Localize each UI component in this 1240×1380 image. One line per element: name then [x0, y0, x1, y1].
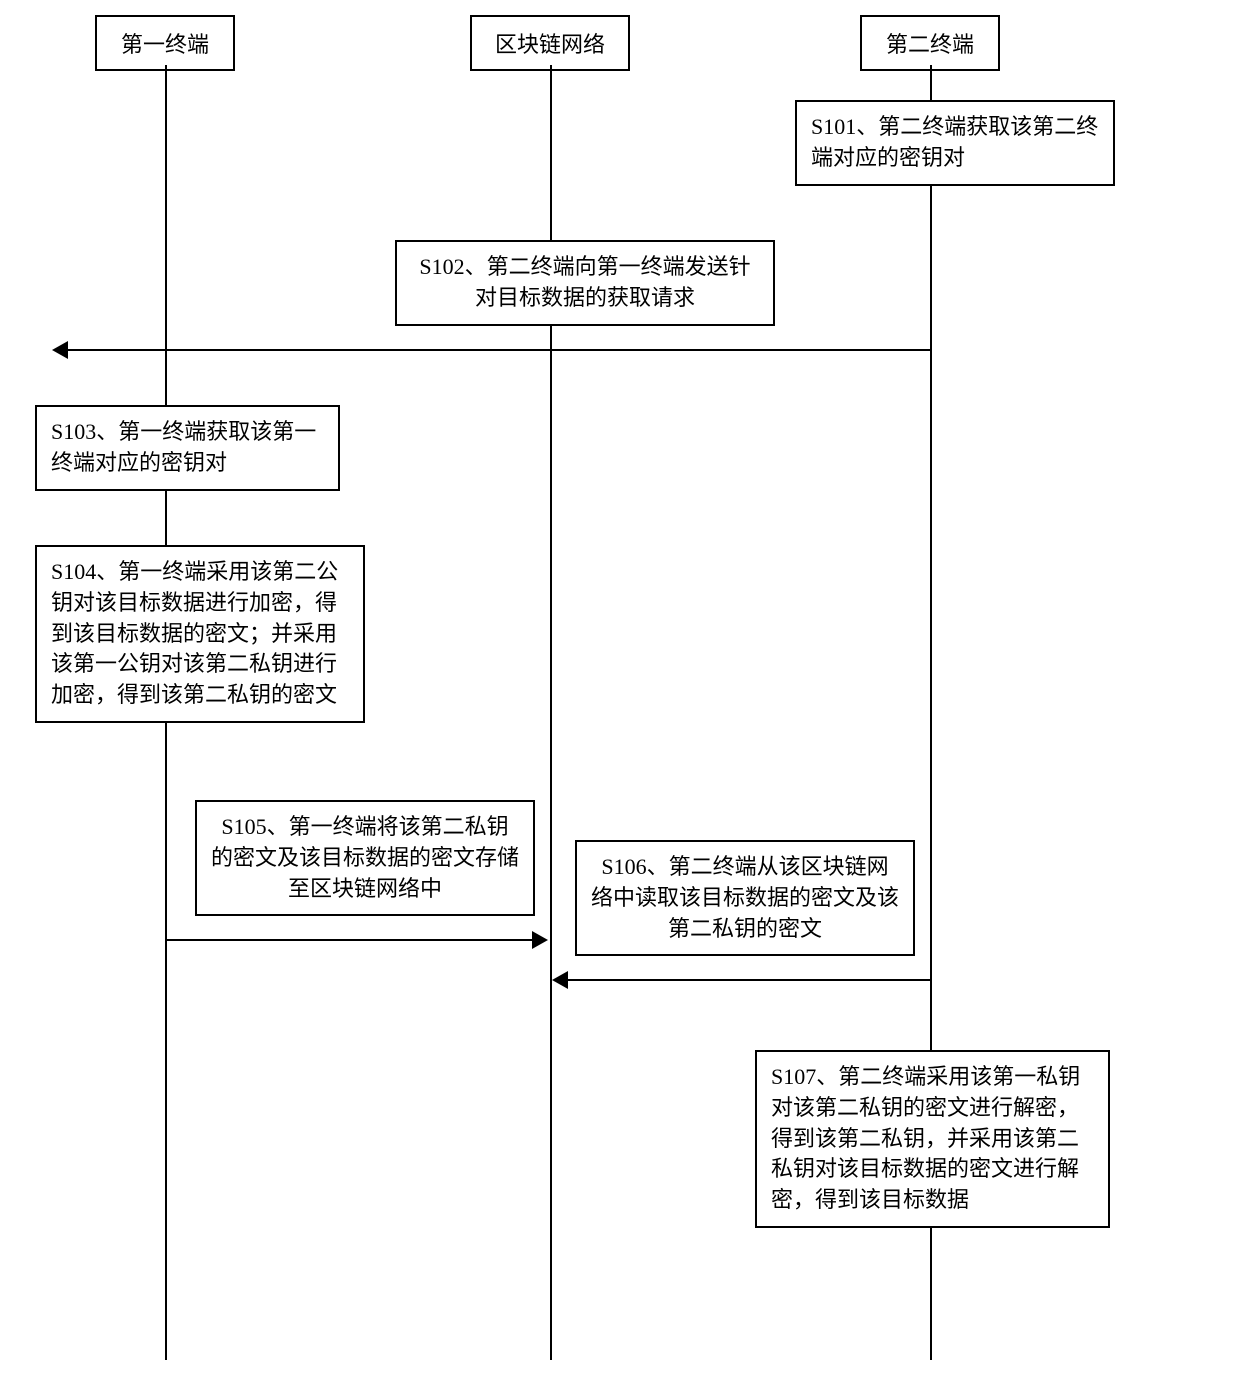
step-box-s105: S105、第一终端将该第二私钥的密文及该目标数据的密文存储至区块链网络中 — [195, 800, 535, 916]
step-box-s104: S104、第一终端采用该第二公钥对该目标数据进行加密，得到该目标数据的密文；并采… — [35, 545, 365, 723]
step-label: S104、第一终端采用该第二公钥对该目标数据进行加密，得到该目标数据的密文；并采… — [51, 559, 338, 707]
lifeline-header-terminal1: 第一终端 — [95, 15, 235, 71]
arrow-s102 — [68, 349, 930, 351]
step-box-s101: S101、第二终端获取该第二终端对应的密钥对 — [795, 100, 1115, 186]
arrow-s106 — [568, 979, 930, 981]
lifeline-label: 第一终端 — [121, 32, 209, 57]
step-box-s103: S103、第一终端获取该第一终端对应的密钥对 — [35, 405, 340, 491]
step-box-s107: S107、第二终端采用该第一私钥对该第二私钥的密文进行解密，得到该第二私钥，并采… — [755, 1050, 1110, 1228]
lifeline-header-terminal2: 第二终端 — [860, 15, 1000, 71]
lifeline-label: 区块链网络 — [495, 32, 605, 57]
step-label: S107、第二终端采用该第一私钥对该第二私钥的密文进行解密，得到该第二私钥，并采… — [771, 1064, 1080, 1212]
arrow-head-s106 — [552, 971, 568, 989]
step-box-s102: S102、第二终端向第一终端发送针对目标数据的获取请求 — [395, 240, 775, 326]
lifeline-header-blockchain: 区块链网络 — [470, 15, 630, 71]
step-label: S102、第二终端向第一终端发送针对目标数据的获取请求 — [419, 254, 750, 310]
lifeline-label: 第二终端 — [886, 32, 974, 57]
arrow-head-s102 — [52, 341, 68, 359]
arrow-s105 — [165, 939, 535, 941]
step-label: S106、第二终端从该区块链网络中读取该目标数据的密文及该第二私钥的密文 — [591, 854, 899, 941]
step-box-s106: S106、第二终端从该区块链网络中读取该目标数据的密文及该第二私钥的密文 — [575, 840, 915, 956]
arrow-head-s105 — [532, 931, 548, 949]
step-label: S101、第二终端获取该第二终端对应的密钥对 — [811, 114, 1098, 170]
step-label: S105、第一终端将该第二私钥的密文及该目标数据的密文存储至区块链网络中 — [211, 814, 519, 901]
step-label: S103、第一终端获取该第一终端对应的密钥对 — [51, 419, 316, 475]
